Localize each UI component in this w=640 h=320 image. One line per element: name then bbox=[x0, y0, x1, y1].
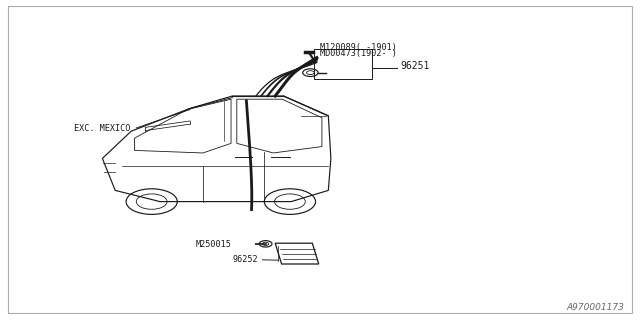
Text: 96251: 96251 bbox=[400, 61, 429, 71]
Text: M120089( -1901): M120089( -1901) bbox=[320, 43, 397, 52]
Text: M250015: M250015 bbox=[195, 240, 231, 249]
Bar bbox=[314, 49, 372, 79]
Text: EXC. MEXICO: EXC. MEXICO bbox=[74, 124, 130, 132]
Text: MD00473(1902- ): MD00473(1902- ) bbox=[320, 49, 397, 58]
Text: A970001173: A970001173 bbox=[566, 303, 624, 312]
Text: 96252: 96252 bbox=[232, 255, 258, 264]
